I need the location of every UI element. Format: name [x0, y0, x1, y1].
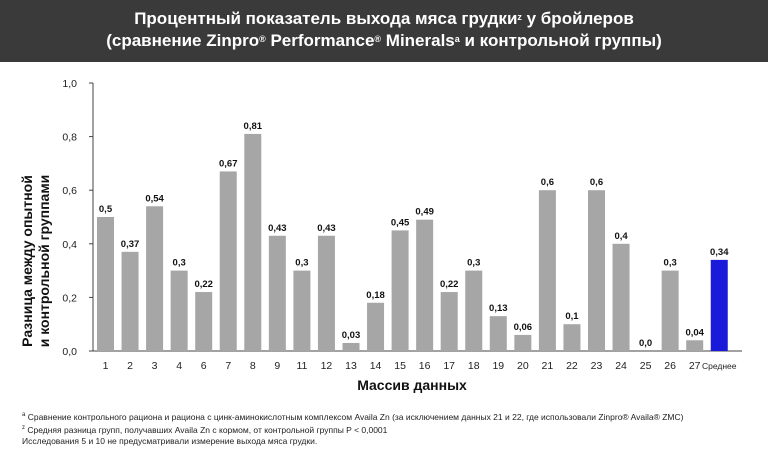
value-label: 0,43 — [268, 223, 287, 234]
bar — [97, 217, 114, 351]
x-tick-label: 22 — [566, 360, 578, 372]
bar — [146, 206, 164, 351]
x-tick-label: 2 — [127, 360, 133, 372]
value-label: 0,3 — [467, 258, 480, 269]
x-tick-label: Среднее — [702, 361, 737, 371]
value-label: 0,03 — [342, 330, 361, 341]
value-label: 0,45 — [391, 217, 410, 228]
bar — [342, 342, 360, 351]
bar — [391, 230, 409, 351]
bar — [661, 270, 679, 351]
y-tick-label: 0,2 — [62, 292, 77, 304]
x-tick-label: 4 — [176, 360, 182, 372]
chart-title-line-1: Процентный показатель выхода мяса грудки… — [134, 9, 634, 28]
footnote-a: a Сравнение контрольного рациона и рацио… — [22, 411, 684, 422]
value-label: 0,04 — [685, 327, 704, 338]
x-tick-label: 9 — [274, 360, 280, 372]
x-tick-label: 14 — [370, 360, 382, 372]
bar — [465, 270, 483, 351]
value-label: 0,3 — [664, 258, 677, 269]
footnote-z: z Средняя разница групп, получавших Avai… — [22, 424, 388, 435]
bar — [588, 190, 605, 351]
bars — [97, 133, 728, 351]
x-tick-label: 20 — [517, 360, 529, 372]
bar — [440, 292, 458, 351]
value-label: 0,6 — [541, 177, 554, 188]
x-tick-label: 8 — [250, 360, 256, 372]
x-tick-label: 18 — [468, 360, 480, 372]
bar — [367, 302, 385, 351]
y-tick-label: 0,0 — [62, 346, 77, 358]
value-label: 0,49 — [415, 207, 434, 218]
x-tick-label: 19 — [492, 360, 504, 372]
y-axis-title: Разница между опытной и контрольной груп… — [19, 175, 52, 348]
x-tick-label: 21 — [542, 360, 554, 372]
x-tick-label: 17 — [443, 360, 455, 372]
x-tick-label: 6 — [201, 360, 207, 372]
value-label: 0,22 — [440, 279, 459, 290]
value-label: 0,54 — [145, 193, 164, 204]
x-axis-title: Массив данных — [357, 377, 467, 393]
bar — [244, 133, 262, 351]
x-tick-label: 23 — [591, 360, 603, 372]
value-label: 0,22 — [194, 279, 213, 290]
x-tick-label: 11 — [296, 360, 307, 372]
value-label: 0,67 — [219, 158, 238, 169]
value-label: 0,34 — [710, 247, 729, 258]
x-tick-label: 25 — [640, 360, 652, 372]
chart-title-line-2: (сравнение Zinpro® Performance® Minerals… — [106, 31, 662, 50]
bar — [219, 171, 237, 351]
y-axis-title-line-2: и контрольной группами — [36, 175, 52, 348]
value-label: 0,4 — [614, 231, 628, 242]
value-labels: 0,5 0,37 0,54 0,3 0,22 0,67 0,81 0,43 0,3 0,43 0,0… — [99, 121, 729, 349]
x-tick-label: 15 — [394, 360, 406, 372]
bar — [489, 316, 507, 351]
y-tick-label: 1,0 — [62, 78, 77, 90]
bar — [538, 190, 556, 351]
x-tick-label: 1 — [103, 360, 109, 372]
value-label: 0,0 — [639, 338, 652, 349]
value-label: 0,81 — [244, 121, 263, 132]
bar — [121, 251, 139, 351]
x-tick-label: 24 — [615, 360, 627, 372]
value-label: 0,18 — [366, 290, 385, 301]
bar — [416, 219, 434, 351]
value-label: 0,37 — [121, 239, 140, 250]
x-tick-label: 12 — [321, 360, 333, 372]
x-tick-label: 13 — [345, 360, 357, 372]
bar-chart: Разница между опытной и контрольной груп… — [19, 78, 742, 393]
y-tick-label: 0,4 — [62, 239, 77, 251]
bar — [686, 340, 704, 351]
value-label: 0,3 — [173, 258, 186, 269]
bar — [563, 324, 581, 351]
value-label: 0,6 — [590, 177, 603, 188]
value-label: 0,1 — [565, 311, 579, 322]
value-label: 0,43 — [317, 223, 336, 234]
x-tick-label: 3 — [152, 360, 158, 372]
bar — [612, 243, 630, 351]
y-axis-title-line-1: Разница между опытной — [19, 175, 35, 347]
x-tick-label: 16 — [419, 360, 431, 372]
bar — [170, 270, 188, 351]
value-label: 0,13 — [489, 303, 508, 314]
y-tick-labels: 0,0 0,2 0,4 0,6 0,8 1,0 — [62, 78, 93, 358]
bar — [195, 292, 213, 351]
footnotes: a Сравнение контрольного рациона и рацио… — [22, 410, 683, 447]
footnote-note: Исследования 5 и 10 не предусматривали и… — [22, 435, 318, 446]
value-label: 0,5 — [99, 204, 113, 215]
x-tick-label: 26 — [664, 360, 676, 372]
bar — [514, 334, 532, 351]
value-label: 0,06 — [514, 322, 533, 333]
y-tick-label: 0,6 — [62, 185, 77, 197]
x-tick-label: 27 — [689, 360, 701, 372]
x-tick-labels: 1 2 3 4 6 7 8 9 11 12 13 14 15 16 17 18 19 20 21 22 23 24 25 26… — [103, 360, 737, 372]
bar — [293, 270, 311, 351]
y-tick-label: 0,8 — [62, 132, 77, 144]
bar — [317, 235, 335, 351]
value-label: 0,3 — [295, 258, 308, 269]
x-tick-label: 7 — [225, 360, 231, 372]
bar — [268, 235, 286, 351]
bar — [710, 259, 728, 351]
title-bar: Процентный показатель выхода мяса грудки… — [0, 0, 768, 62]
